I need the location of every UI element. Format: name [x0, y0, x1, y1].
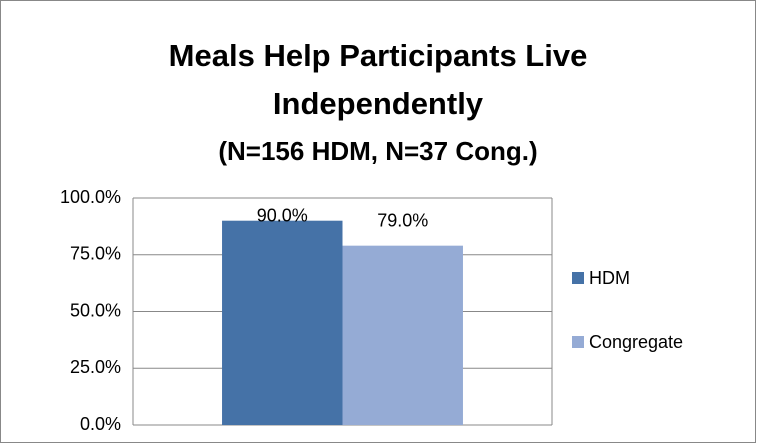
y-tick-label: 50.0% [70, 300, 121, 320]
y-tick-label: 100.0% [60, 187, 121, 207]
bar [342, 245, 463, 425]
bar [222, 220, 343, 425]
chart-title: Meals Help Participants Live Independent… [168, 38, 588, 121]
y-tick-label: 0.0% [80, 414, 121, 434]
legend-label: Congregate [589, 332, 683, 352]
data-label: 90.0% [257, 205, 308, 225]
legend-swatch [572, 336, 584, 348]
legend-swatch [572, 272, 584, 284]
y-tick-label: 75.0% [70, 244, 121, 264]
y-tick-label: 25.0% [70, 357, 121, 377]
data-label: 79.0% [377, 210, 428, 230]
chart-subtitle: (N=156 HDM, N=37 Cong.) [218, 136, 538, 166]
legend-label: HDM [589, 268, 630, 288]
